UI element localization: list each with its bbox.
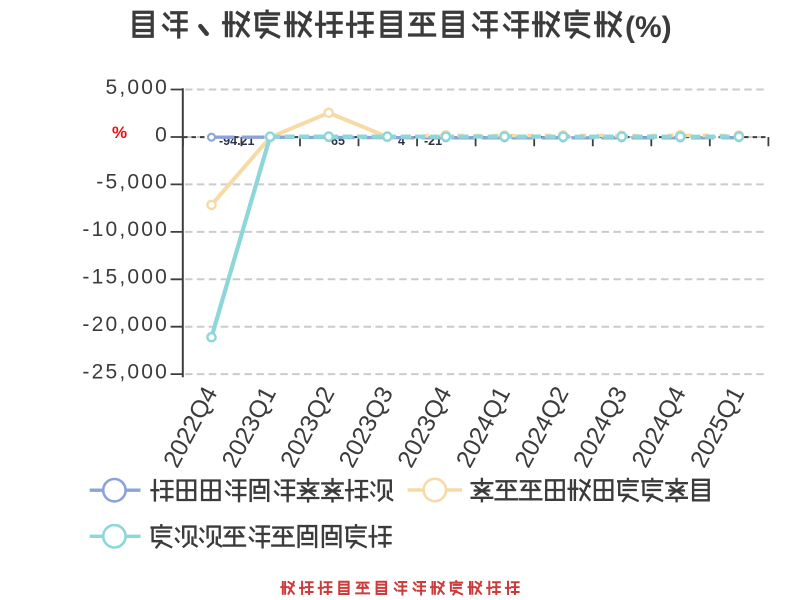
svg-text:-20,000: -20,000 (82, 313, 169, 336)
svg-text:2023Q3: 2023Q3 (334, 382, 399, 472)
svg-text:-10,000: -10,000 (82, 218, 169, 241)
svg-text:2022Q4: 2022Q4 (159, 382, 224, 472)
svg-text:2023Q1: 2023Q1 (217, 382, 282, 472)
svg-text:5,000: 5,000 (105, 76, 169, 99)
svg-text:2023Q2: 2023Q2 (276, 382, 341, 472)
svg-text:2024Q1: 2024Q1 (451, 382, 516, 472)
svg-text:-25,000: -25,000 (82, 360, 169, 383)
svg-text:2024Q2: 2024Q2 (510, 382, 575, 472)
svg-text:-5,000: -5,000 (96, 171, 169, 194)
svg-text:2024Q4: 2024Q4 (627, 382, 692, 472)
svg-text:4: 4 (398, 134, 405, 148)
svg-text:2023Q4: 2023Q4 (393, 382, 458, 472)
svg-text:%: % (112, 123, 127, 142)
svg-text:(%): (%) (625, 11, 672, 44)
svg-text:2025Q1: 2025Q1 (685, 382, 750, 472)
svg-text:-15,000: -15,000 (82, 266, 169, 289)
svg-text:0: 0 (155, 123, 169, 146)
svg-text:2024Q3: 2024Q3 (568, 382, 633, 472)
